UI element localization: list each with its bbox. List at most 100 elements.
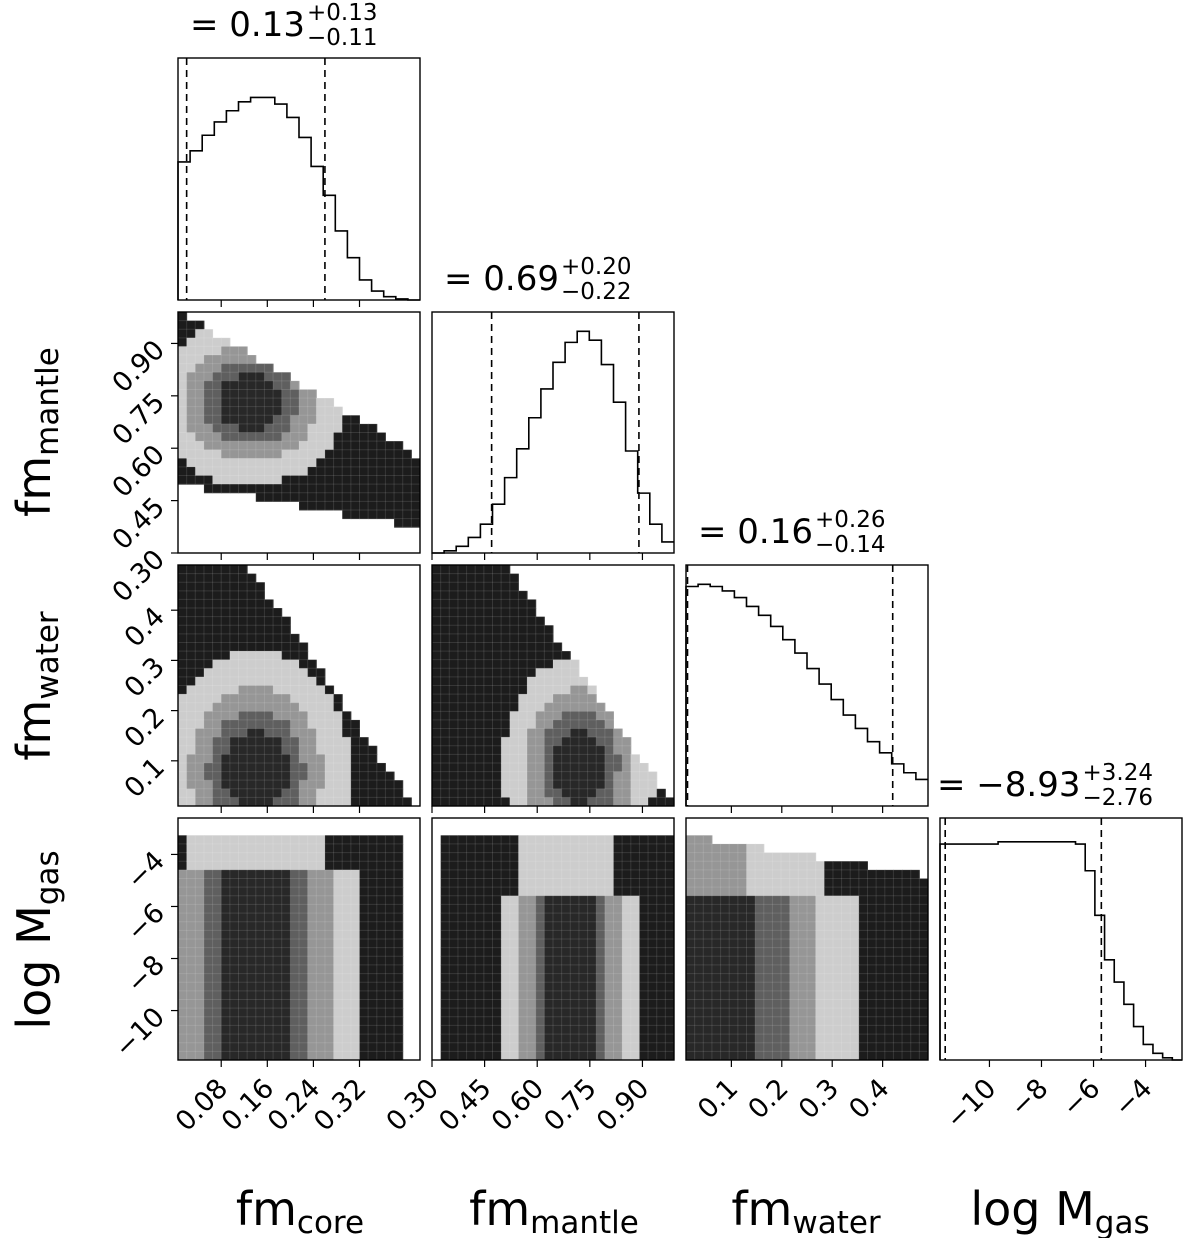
- density-cell: [587, 685, 597, 695]
- density-cell: [466, 869, 476, 879]
- density-cell: [648, 921, 658, 931]
- density-cell: [613, 904, 623, 914]
- density-cell: [457, 797, 468, 807]
- density-cell: [203, 355, 214, 365]
- density-cell: [457, 1016, 468, 1026]
- density-cell: [316, 501, 326, 511]
- density-cell: [449, 788, 459, 798]
- density-cell: [772, 861, 782, 871]
- density-cell: [449, 1042, 459, 1052]
- density-cell: [553, 904, 563, 914]
- density-cell: [509, 895, 519, 905]
- density-cell: [212, 599, 222, 609]
- density-cell: [324, 1008, 335, 1018]
- density-cell: [535, 887, 545, 897]
- density-cell: [411, 484, 421, 494]
- density-cell: [299, 432, 309, 442]
- density-cell: [902, 869, 912, 879]
- density-cell: [570, 913, 580, 923]
- density-cell: [746, 921, 756, 931]
- density-cell: [299, 982, 309, 992]
- density-cell: [238, 1016, 248, 1026]
- density-cell: [587, 843, 597, 854]
- density-cell: [544, 745, 554, 755]
- density-cell: [457, 1034, 468, 1044]
- density-cell: [385, 895, 395, 905]
- density-cell: [178, 1034, 188, 1044]
- density-cell: [281, 719, 291, 730]
- density-cell: [535, 921, 545, 931]
- density-cell: [212, 415, 222, 425]
- density-cell: [578, 719, 589, 730]
- density-cell: [729, 1016, 739, 1026]
- density-cell: [570, 973, 580, 983]
- density-cell: [385, 1025, 395, 1035]
- density-cell: [902, 1034, 912, 1044]
- density-cell: [457, 913, 468, 923]
- density-cell: [475, 737, 485, 747]
- density-cell: [561, 895, 571, 905]
- density-cell: [203, 1034, 214, 1044]
- density-cell: [613, 887, 623, 897]
- density-cell: [195, 895, 205, 905]
- density-cell: [281, 449, 291, 459]
- panel-title-0: = 0.13: [190, 5, 305, 45]
- density-cell: [350, 904, 360, 914]
- density-cell: [746, 887, 756, 897]
- density-cell: [299, 1042, 309, 1052]
- density-cell: [501, 754, 511, 764]
- density-cell: [316, 449, 326, 459]
- density-cell: [203, 861, 214, 871]
- density-cell: [255, 475, 265, 485]
- density-cell: [316, 990, 326, 1000]
- density-cell: [350, 449, 360, 459]
- density-cell: [553, 999, 563, 1009]
- density-cell: [527, 990, 537, 1000]
- density-cell: [385, 921, 395, 931]
- density-cell: [596, 956, 606, 966]
- density-cell: [884, 973, 894, 983]
- density-cell: [376, 492, 386, 502]
- density-cell: [316, 694, 326, 704]
- density-cell: [798, 1042, 808, 1052]
- density-cell: [902, 947, 912, 957]
- density-cell: [221, 1016, 231, 1026]
- density-cell: [247, 1008, 257, 1018]
- density-cell: [789, 921, 799, 931]
- density-cell: [665, 982, 675, 992]
- density-cell: [440, 659, 450, 669]
- density-cell: [518, 999, 528, 1009]
- density-cell: [648, 878, 658, 888]
- density-cell: [501, 565, 511, 575]
- density-cell: [527, 599, 537, 609]
- density-cell: [622, 762, 632, 773]
- density-cell: [290, 930, 300, 940]
- density-cell: [483, 737, 493, 747]
- density-cell: [527, 887, 537, 897]
- density-cell: [342, 719, 352, 730]
- density-cell: [772, 904, 782, 914]
- density-cell: [475, 590, 485, 600]
- density-cell: [432, 659, 442, 669]
- density-cell: [665, 999, 675, 1009]
- density-cell: [229, 869, 239, 879]
- density-cell: [613, 973, 623, 983]
- density-cell: [290, 475, 300, 485]
- density-cell: [350, 913, 360, 923]
- density-cell: [553, 668, 563, 678]
- density-cell: [221, 475, 231, 485]
- density-cell: [229, 573, 239, 583]
- density-cell: [350, 921, 360, 931]
- density-cell: [518, 599, 528, 609]
- density-cell: [255, 432, 265, 442]
- density-cell: [527, 694, 537, 704]
- density-cell: [229, 930, 239, 940]
- density-cell: [457, 590, 468, 600]
- density-cell: [711, 913, 722, 923]
- density-cell: [342, 939, 352, 949]
- density-cell: [755, 930, 765, 940]
- density-cell: [518, 719, 528, 730]
- density-cell: [570, 676, 580, 686]
- density-cell: [622, 1034, 632, 1044]
- density-cell: [509, 573, 519, 583]
